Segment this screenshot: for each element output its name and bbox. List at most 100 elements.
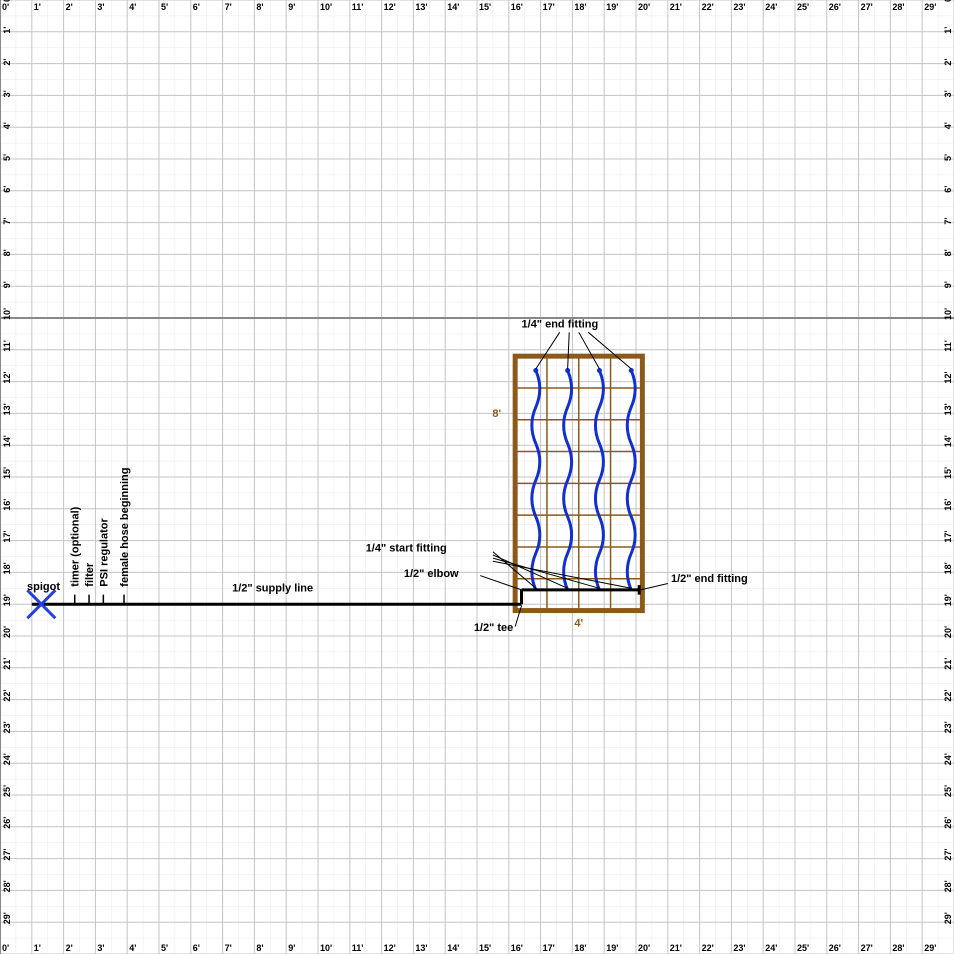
svg-text:12': 12' (943, 371, 953, 383)
svg-text:10': 10' (2, 308, 12, 320)
svg-text:18': 18' (574, 943, 586, 953)
svg-text:16': 16' (2, 499, 12, 511)
drip-line (564, 370, 572, 589)
svg-text:29': 29' (924, 943, 936, 953)
svg-text:18': 18' (2, 562, 12, 574)
svg-text:16': 16' (511, 2, 523, 12)
svg-text:8': 8' (2, 249, 12, 256)
svg-text:3': 3' (97, 2, 104, 12)
svg-text:19': 19' (606, 943, 618, 953)
svg-text:9': 9' (288, 943, 295, 953)
callout-leader (579, 332, 600, 369)
svg-text:4': 4' (943, 122, 953, 129)
svg-text:28': 28' (892, 943, 904, 953)
svg-text:17': 17' (2, 530, 12, 542)
svg-text:1': 1' (34, 2, 41, 12)
svg-text:22': 22' (943, 689, 953, 701)
svg-text:1': 1' (943, 27, 953, 34)
svg-text:3': 3' (2, 90, 12, 97)
svg-text:24': 24' (765, 943, 777, 953)
svg-text:7': 7' (943, 217, 953, 224)
svg-text:11': 11' (352, 2, 364, 12)
svg-text:10': 10' (320, 2, 332, 12)
svg-text:23': 23' (733, 943, 745, 953)
svg-text:25': 25' (797, 2, 809, 12)
svg-text:3': 3' (943, 90, 953, 97)
svg-text:25': 25' (943, 785, 953, 797)
svg-text:20': 20' (638, 2, 650, 12)
svg-text:21': 21' (670, 2, 682, 12)
callout-label: 1/4" end fitting (522, 319, 599, 331)
svg-text:9': 9' (2, 281, 12, 288)
svg-text:28': 28' (892, 2, 904, 12)
fitting-label: female hose beginning (119, 468, 131, 587)
svg-text:15': 15' (943, 467, 953, 479)
svg-text:3': 3' (97, 943, 104, 953)
svg-text:5': 5' (161, 2, 168, 12)
svg-text:11': 11' (2, 340, 12, 352)
svg-text:17': 17' (543, 943, 555, 953)
svg-text:18': 18' (943, 562, 953, 574)
svg-text:10': 10' (943, 308, 953, 320)
svg-text:10': 10' (320, 943, 332, 953)
callout-leader (588, 332, 631, 369)
svg-text:7': 7' (225, 2, 232, 12)
svg-text:2': 2' (66, 2, 73, 12)
svg-text:19': 19' (2, 594, 12, 606)
callout-label: 1/4" start fitting (366, 543, 447, 555)
svg-text:26': 26' (2, 817, 12, 829)
spigot-label: spigot (27, 581, 60, 593)
svg-text:5': 5' (161, 943, 168, 953)
svg-text:19': 19' (943, 594, 953, 606)
drip-line (627, 370, 635, 589)
svg-text:12': 12' (2, 371, 12, 383)
svg-text:7': 7' (225, 943, 232, 953)
svg-text:28': 28' (2, 880, 12, 892)
svg-text:22': 22' (702, 2, 714, 12)
svg-text:4': 4' (129, 943, 136, 953)
svg-text:5': 5' (2, 154, 12, 161)
svg-text:5': 5' (943, 154, 953, 161)
svg-text:16': 16' (943, 499, 953, 511)
svg-text:23': 23' (2, 721, 12, 733)
svg-text:14': 14' (447, 2, 459, 12)
svg-text:8': 8' (256, 943, 263, 953)
svg-text:18': 18' (574, 2, 586, 12)
svg-text:12': 12' (384, 943, 396, 953)
svg-text:13': 13' (415, 943, 427, 953)
drip-line (532, 370, 540, 589)
svg-text:20': 20' (2, 626, 12, 638)
svg-text:25': 25' (797, 943, 809, 953)
svg-text:2': 2' (943, 58, 953, 65)
svg-text:21': 21' (2, 658, 12, 670)
supply-line-label: 1/2" supply line (232, 582, 313, 594)
fitting-label: filter (84, 562, 96, 587)
svg-text:21': 21' (943, 658, 953, 670)
svg-text:6': 6' (2, 186, 12, 193)
svg-text:17': 17' (943, 530, 953, 542)
svg-text:22': 22' (2, 689, 12, 701)
svg-text:27': 27' (2, 848, 12, 860)
svg-text:20': 20' (943, 626, 953, 638)
callout-label: 1/2" end fitting (671, 573, 748, 585)
callout-label: 1/2" elbow (404, 568, 459, 580)
svg-text:4': 4' (2, 122, 12, 129)
svg-text:4': 4' (574, 618, 583, 630)
svg-text:0': 0' (2, 0, 12, 2)
fitting-label: timer (optional) (70, 506, 82, 586)
svg-text:2': 2' (2, 58, 12, 65)
svg-text:15': 15' (2, 467, 12, 479)
svg-text:27': 27' (861, 943, 873, 953)
svg-text:24': 24' (943, 753, 953, 765)
callout-leader (568, 332, 570, 369)
svg-text:29': 29' (924, 2, 936, 12)
svg-text:26': 26' (829, 2, 841, 12)
svg-text:14': 14' (943, 435, 953, 447)
drip-line (595, 370, 603, 589)
svg-text:6': 6' (193, 2, 200, 12)
svg-text:6': 6' (943, 186, 953, 193)
svg-text:19': 19' (606, 2, 618, 12)
svg-text:26': 26' (943, 817, 953, 829)
svg-text:8': 8' (492, 408, 501, 420)
svg-text:8': 8' (256, 2, 263, 12)
